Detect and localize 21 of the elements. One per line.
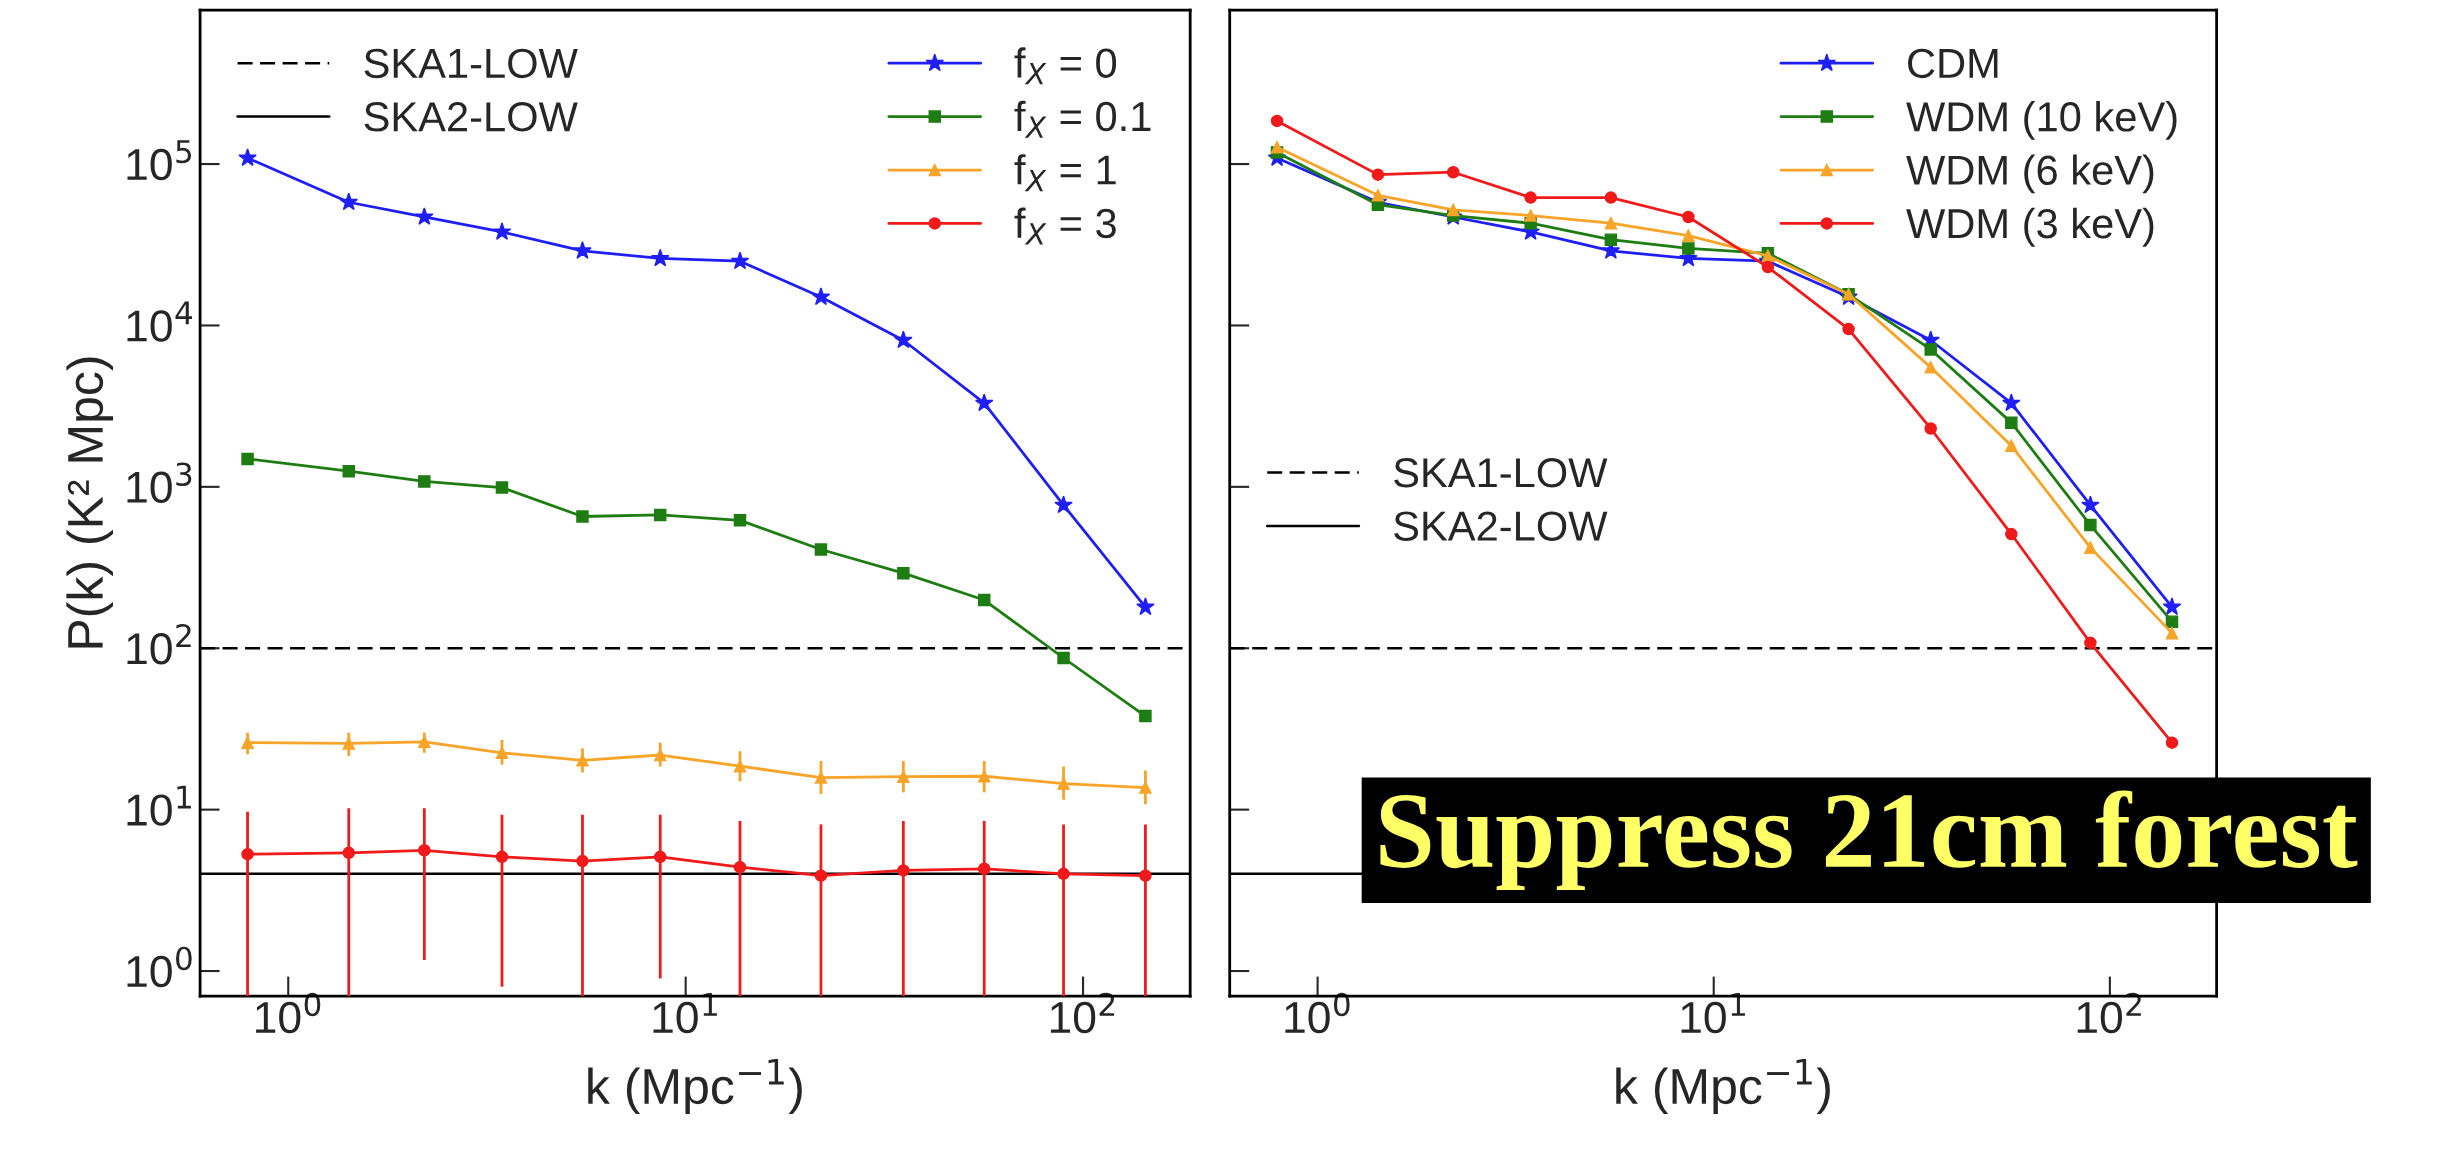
legend-label: SKA2-LOW — [364, 102, 578, 132]
legend-label: CDM — [1908, 48, 1998, 79]
y-tick-label: 10$^{1}$ — [127, 785, 191, 826]
legend-label: WDM (3 keV) — [1906, 207, 2154, 247]
legend-label: SKA1-LOW — [1394, 458, 1608, 488]
legend-label: SKA1-LOW — [364, 48, 578, 79]
legend-label: f$_{X}$ = 3 — [1014, 207, 1116, 245]
legend-label: WDM (6 keV) — [1906, 154, 2154, 194]
legend-label: f$_{X}$ = 0.1 — [1014, 100, 1151, 138]
legend-label: SKA2-LOW — [1394, 511, 1608, 541]
y-tick-label: 10$^{3}$ — [127, 462, 192, 504]
x-axis-title: k (Mpc$^{−1}$) — [1616, 1058, 1830, 1115]
legend-label: f$_{X}$ = 1 — [1014, 154, 1116, 192]
y-tick-label: 10$^{0}$ — [127, 946, 192, 988]
legend-label: WDM (10 keV) — [1906, 100, 2177, 140]
y-tick-label: 10$^{4}$ — [127, 301, 193, 342]
y-tick-label: 10$^{5}$ — [127, 140, 192, 181]
legend-label: f$_{X}$ = 0 — [1014, 47, 1117, 85]
y-tick-label: 10$^{2}$ — [127, 623, 191, 665]
x-axis-title: k (Mpc$^{−1}$) — [588, 1058, 802, 1115]
y-axis-title: P(k) (K² Mpc) — [66, 357, 113, 648]
